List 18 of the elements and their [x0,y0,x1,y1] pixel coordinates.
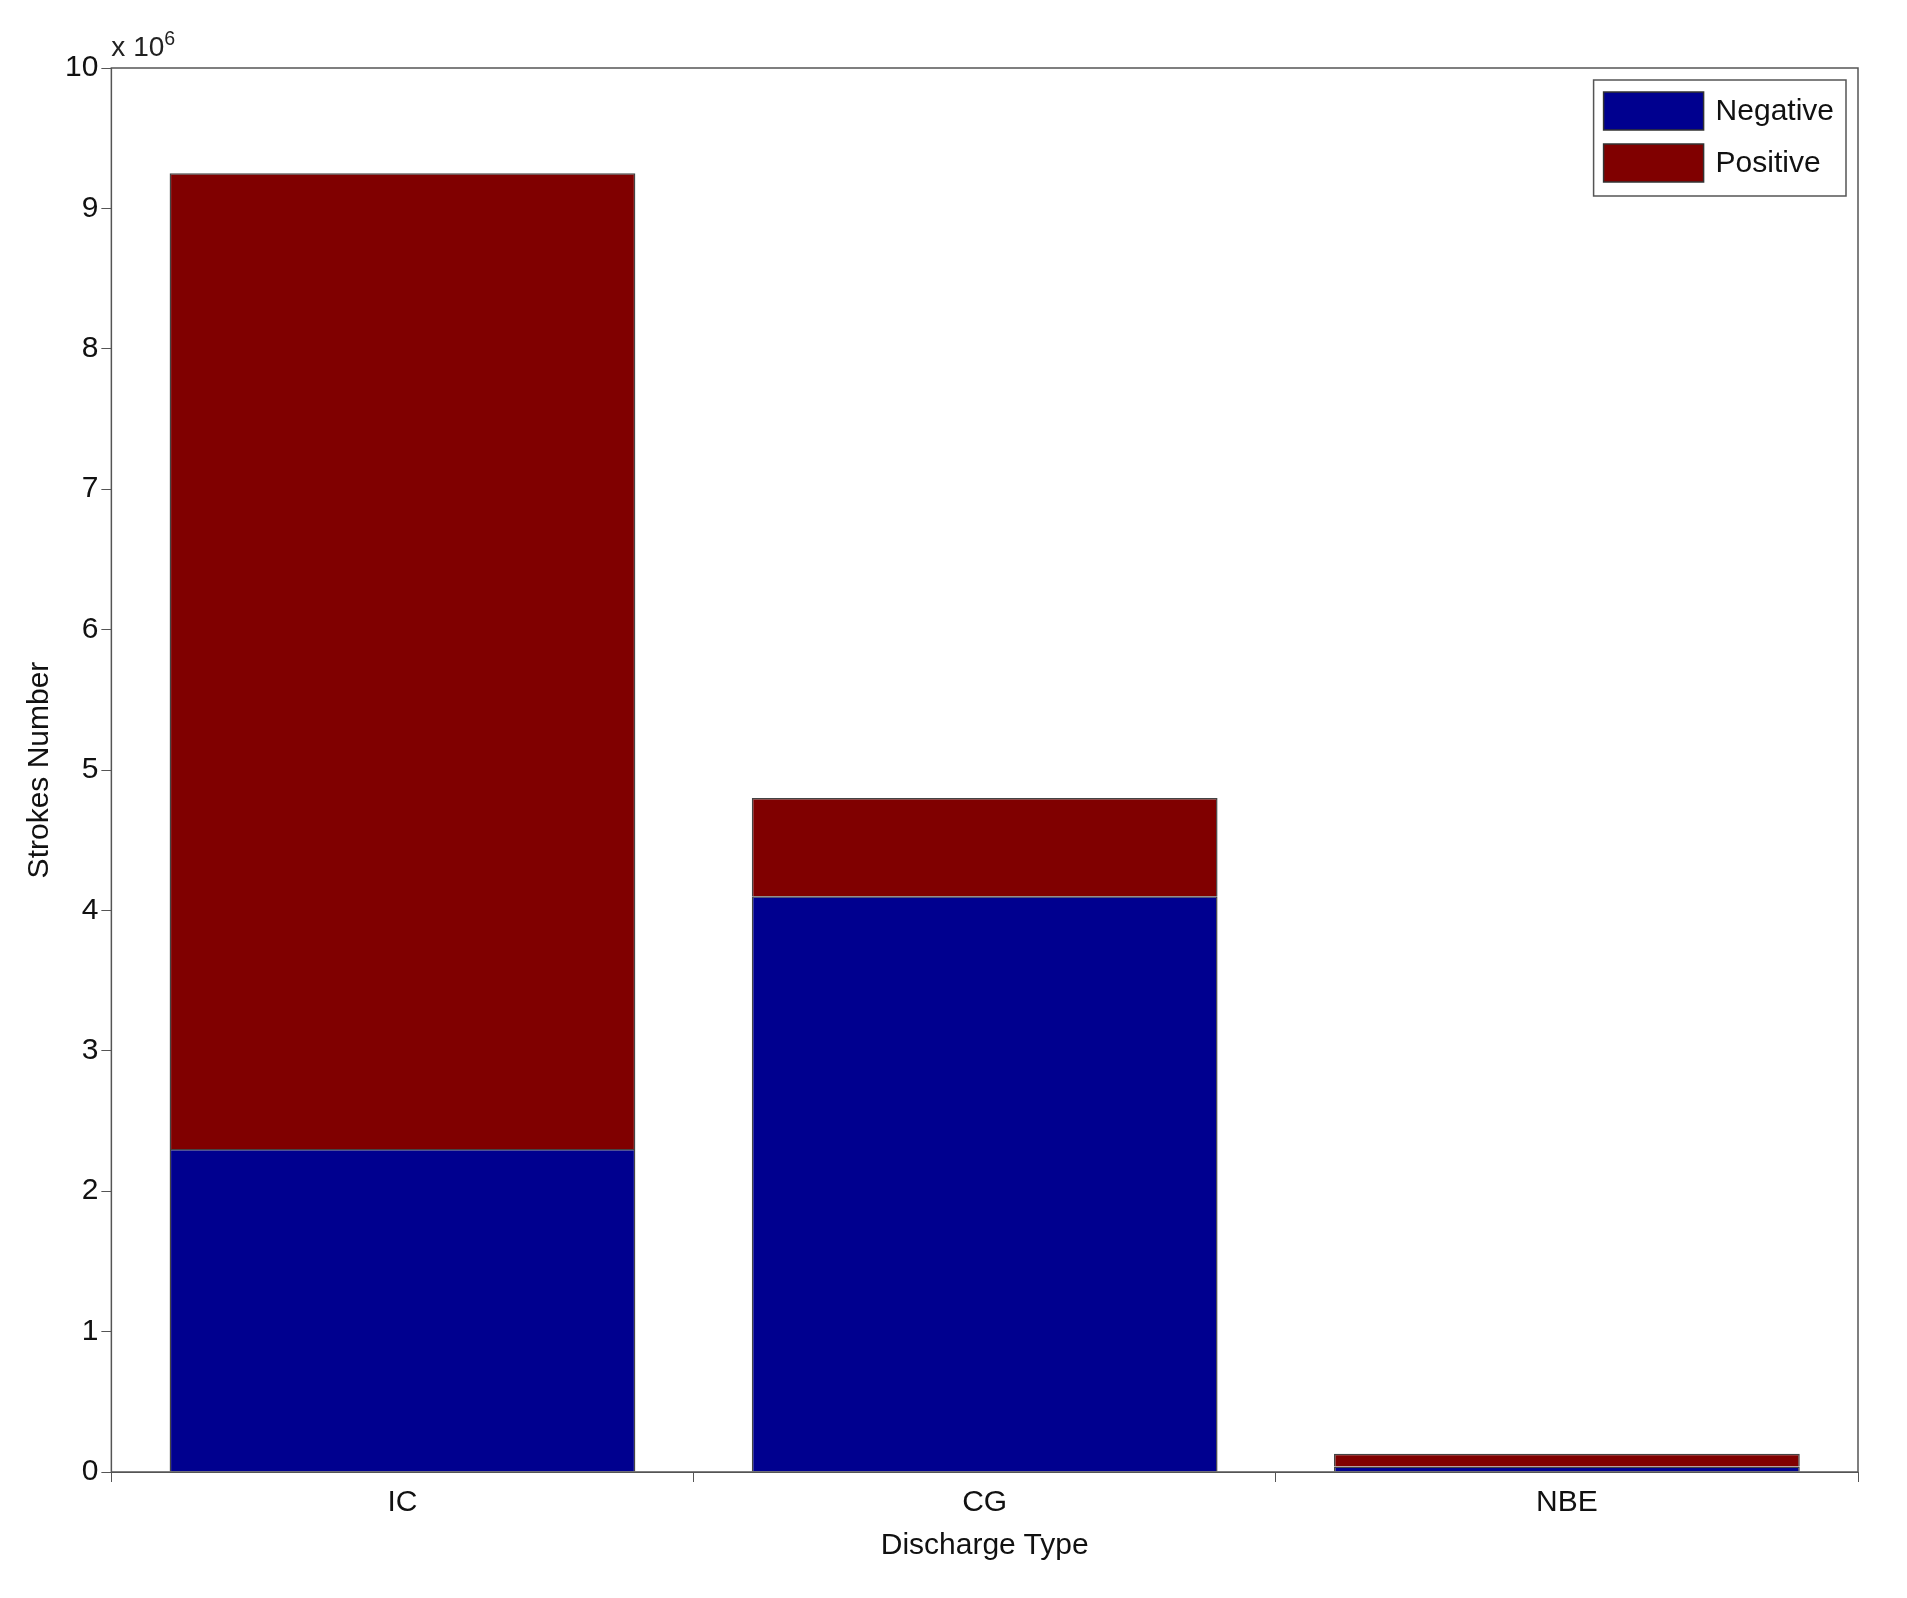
y-tick-label: 1 [81,1312,99,1346]
y-tick-label: 4 [81,891,99,925]
y-tick-label: 7 [81,470,99,504]
y-tick-label: 5 [81,751,99,785]
x-tick-label: IC [387,1484,418,1518]
x-axis-title: Discharge Type [880,1527,1089,1561]
y-tick-label: 9 [81,189,99,223]
y-tick-label: 3 [81,1032,99,1066]
y-tick-label: 10 [64,49,99,83]
legend-label: Negative [1715,93,1834,127]
x-tick-label: NBE [1536,1484,1598,1518]
y-axis-title: Strokes Number [21,661,55,879]
y-tick-label: 8 [81,330,99,364]
y-tick-label: 6 [81,610,99,644]
x-tick-label: CG [962,1484,1008,1518]
legend-label: Positive [1715,145,1821,179]
y-tick-label: 0 [81,1453,99,1487]
y-tick-label: 2 [81,1172,99,1206]
